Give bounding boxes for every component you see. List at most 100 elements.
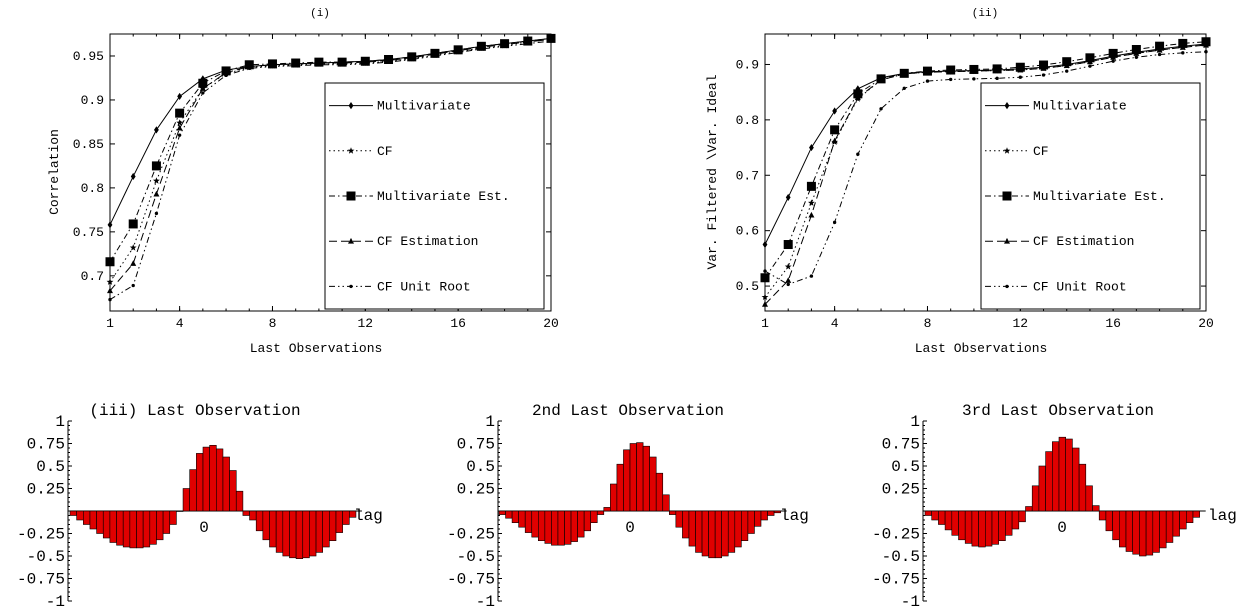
bar xyxy=(1186,510,1194,523)
data-point xyxy=(177,92,183,101)
bar xyxy=(102,510,111,539)
data-point xyxy=(901,70,908,77)
data-point xyxy=(1131,45,1141,55)
data-point xyxy=(1041,73,1046,77)
data-point xyxy=(809,143,814,152)
data-point xyxy=(315,59,322,66)
bar xyxy=(1092,505,1100,512)
bar xyxy=(302,510,310,559)
data-point xyxy=(129,244,137,251)
data-point xyxy=(479,47,484,51)
bar xyxy=(149,510,157,545)
bar xyxy=(1132,510,1140,555)
bar xyxy=(309,510,317,557)
y-tick-label: -1 xyxy=(476,593,495,610)
bar xyxy=(924,510,932,516)
bar xyxy=(196,453,204,512)
panel-iii-lag-label: lag xyxy=(354,507,383,525)
data-point xyxy=(1018,75,1022,79)
bar xyxy=(1052,441,1060,512)
legend-marker xyxy=(1003,147,1011,154)
bar xyxy=(1065,438,1073,512)
bar xyxy=(83,510,91,525)
bar xyxy=(773,510,781,514)
data-point xyxy=(1111,59,1115,63)
legend-marker xyxy=(347,147,355,154)
data-point xyxy=(198,78,208,88)
bar xyxy=(944,510,953,531)
bar xyxy=(590,510,598,523)
bar xyxy=(1072,447,1080,512)
y-tick-label: -0.5 xyxy=(27,548,65,566)
y-tick-label: 0.25 xyxy=(882,481,920,499)
data-point xyxy=(831,137,838,144)
data-point xyxy=(970,67,977,74)
legend-label: Multivariate Est. xyxy=(377,189,510,204)
x-tick-label: 16 xyxy=(1105,316,1121,331)
panel-ii-line-chart: (ii) Last Observations Var. Filtered \Va… xyxy=(705,8,1214,356)
bar xyxy=(754,510,762,527)
data-point xyxy=(947,68,954,75)
bar xyxy=(249,510,257,521)
panel-iii-title: (iii) Last Observation xyxy=(89,402,300,420)
data-point xyxy=(108,297,112,302)
bar xyxy=(1025,506,1033,512)
data-point xyxy=(762,301,768,307)
data-point xyxy=(176,124,183,131)
data-point xyxy=(247,66,251,70)
data-point xyxy=(456,50,460,55)
bar xyxy=(262,510,270,541)
data-point xyxy=(995,76,999,80)
data-point xyxy=(176,119,184,126)
y-tick-label: 1 xyxy=(910,413,920,431)
data-point xyxy=(830,125,840,135)
data-point xyxy=(809,274,814,278)
legend-marker xyxy=(1005,284,1009,289)
bar xyxy=(623,449,631,512)
bar xyxy=(958,510,966,541)
bar xyxy=(551,510,559,546)
data-point xyxy=(1181,51,1185,55)
bar xyxy=(1179,510,1187,530)
data-point xyxy=(339,59,346,66)
data-point xyxy=(526,41,530,46)
bar xyxy=(209,444,217,512)
x-tick-label: 12 xyxy=(1013,316,1029,331)
data-point xyxy=(224,73,228,78)
data-point xyxy=(972,77,976,81)
bar xyxy=(122,510,131,548)
data-point xyxy=(501,41,508,47)
panel-v-bar-chart: 3rd Last Observation lag 0 -1 -0.75 -0.5 -0… xyxy=(872,402,1237,610)
y-tick-label: 0.5 xyxy=(36,458,65,476)
data-point xyxy=(1085,53,1095,63)
legend-marker xyxy=(346,191,356,201)
data-point xyxy=(175,108,185,118)
bar xyxy=(289,510,297,559)
bar xyxy=(767,510,775,516)
data-point xyxy=(1179,43,1186,50)
data-point xyxy=(856,152,860,156)
y-tick-label: 0.75 xyxy=(882,436,920,454)
bar xyxy=(991,510,999,545)
bar xyxy=(1165,510,1174,543)
bar xyxy=(688,510,696,547)
bar xyxy=(1031,485,1040,512)
bar xyxy=(1192,510,1200,518)
bar xyxy=(89,510,97,530)
bar xyxy=(695,510,703,553)
bar xyxy=(668,510,677,515)
panel-iii-zero-label: 0 xyxy=(199,519,209,537)
data-point xyxy=(270,64,275,69)
data-point xyxy=(107,221,113,229)
bar xyxy=(156,510,164,541)
data-point xyxy=(832,107,838,115)
data-point xyxy=(386,60,391,64)
bar xyxy=(537,510,546,542)
bar xyxy=(616,463,624,512)
data-point xyxy=(902,86,906,90)
data-point xyxy=(524,38,531,45)
bar xyxy=(229,470,237,512)
x-tick-label: 8 xyxy=(269,316,277,331)
data-point xyxy=(762,240,768,249)
